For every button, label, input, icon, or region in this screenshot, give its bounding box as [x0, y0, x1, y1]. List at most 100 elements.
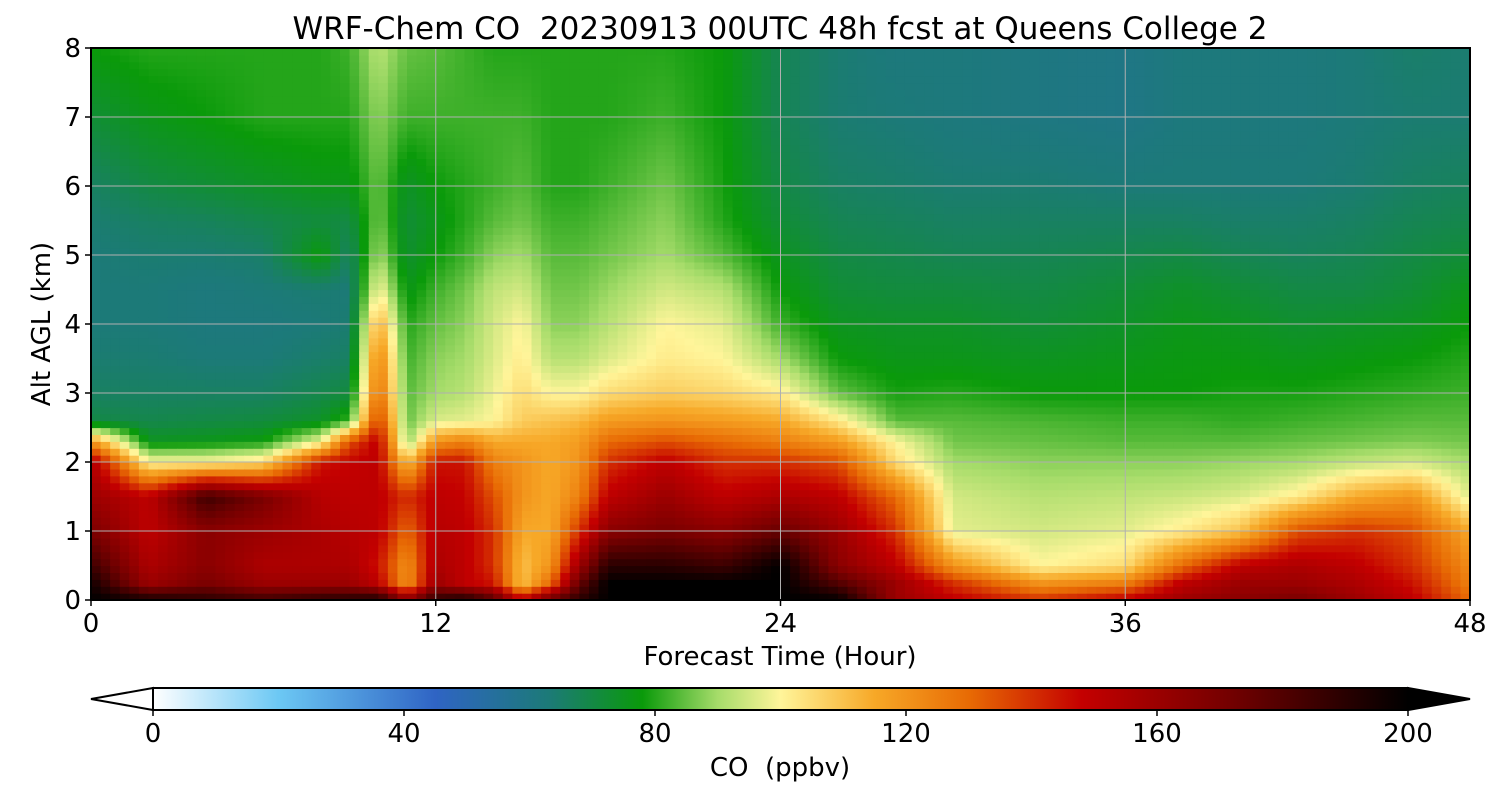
contour-cell: [138, 261, 150, 270]
contour-cell: [445, 61, 456, 70]
contour-cell: [177, 413, 188, 422]
contour-cell: [656, 165, 667, 173]
contour-cell: [502, 324, 513, 332]
contour-cell: [196, 579, 207, 587]
contour-cell: [483, 206, 494, 215]
contour-cell: [665, 579, 676, 587]
contour-cell: [416, 192, 427, 201]
contour-cell: [91, 227, 102, 235]
contour-cell: [167, 282, 178, 291]
contour-cell: [272, 475, 284, 484]
contour-cell: [148, 234, 159, 242]
contour-cell: [521, 448, 533, 456]
contour-cell: [397, 213, 408, 222]
contour-cell: [493, 137, 504, 146]
contour-cell: [359, 482, 370, 491]
contour-cell: [445, 137, 456, 146]
contour-cell: [387, 96, 399, 104]
contour-cell: [158, 75, 169, 84]
contour-cell: [656, 96, 667, 104]
contour-cell: [608, 192, 619, 201]
contour-cell: [454, 130, 466, 139]
contour-cell: [138, 420, 150, 429]
contour-cell: [684, 441, 695, 449]
contour-cell: [225, 68, 236, 77]
contour-cell: [550, 61, 561, 70]
contour-cell: [349, 61, 360, 70]
contour-cell: [148, 296, 159, 304]
contour-cell: [320, 386, 332, 394]
contour-cell: [387, 110, 399, 118]
contour-cell: [569, 151, 580, 159]
contour-cell: [349, 275, 360, 284]
contour-cell: [387, 241, 399, 249]
contour-cell: [569, 337, 580, 346]
contour-cell: [311, 103, 322, 111]
contour-cell: [636, 544, 648, 553]
contour-cell: [464, 144, 475, 153]
contour-cell: [407, 475, 418, 484]
contour-cell: [675, 282, 686, 291]
contour-cell: [186, 448, 197, 456]
contour-cell: [512, 179, 523, 187]
contour-cell: [684, 579, 695, 587]
contour-cell: [205, 372, 217, 380]
contour-cell: [119, 179, 130, 187]
contour-cell: [253, 179, 264, 187]
contour-cell: [110, 372, 121, 380]
contour-cell: [407, 593, 418, 600]
contour-cell: [339, 330, 351, 339]
contour-cell: [349, 96, 360, 104]
contour-cell: [129, 241, 140, 249]
contour-cell: [387, 123, 399, 132]
contour-cell: [359, 386, 370, 394]
contour-cell: [560, 337, 571, 346]
contour-cell: [215, 324, 226, 332]
contour-cell: [569, 510, 580, 518]
contour-cell: [158, 199, 169, 208]
contour-cell: [483, 89, 494, 97]
contour-cell: [225, 379, 236, 387]
contour-cell: [646, 303, 657, 311]
contour-cell: [550, 579, 561, 587]
contour-cell: [148, 462, 159, 470]
contour-cell: [474, 330, 485, 339]
contour-cell: [263, 489, 274, 498]
contour-cell: [531, 192, 542, 201]
contour-cell: [272, 296, 284, 304]
contour-cell: [387, 275, 399, 284]
contour-cell: [359, 462, 370, 470]
contour-cell: [656, 317, 667, 325]
contour-cell: [598, 413, 609, 422]
contour-cell: [225, 372, 236, 380]
contour-cell: [598, 372, 609, 380]
contour-cell: [205, 386, 217, 394]
contour-cell: [474, 117, 485, 125]
contour-cell: [493, 379, 504, 387]
contour-cell: [158, 531, 169, 539]
contour-cell: [148, 241, 159, 249]
contour-cell: [292, 586, 303, 594]
contour-cell: [205, 551, 217, 560]
contour-cell: [407, 206, 418, 215]
contour-cell: [244, 358, 255, 366]
contour-cell: [569, 434, 580, 442]
contour-cell: [521, 503, 533, 511]
contour-cell: [205, 365, 217, 373]
contour-cell: [148, 482, 159, 491]
contour-cell: [656, 510, 667, 518]
contour-cell: [177, 165, 188, 173]
contour-cell: [665, 172, 676, 180]
contour-cell: [675, 475, 686, 484]
contour-cell: [119, 234, 130, 242]
contour-cell: [560, 372, 571, 380]
contour-cell: [579, 289, 590, 297]
contour-cell: [167, 372, 178, 380]
contour-cell: [426, 96, 437, 104]
contour-cell: [119, 427, 130, 435]
contour-cell: [167, 103, 178, 111]
contour-cell: [234, 130, 245, 139]
contour-cell: [91, 399, 102, 408]
contour-cell: [541, 206, 552, 215]
contour-cell: [407, 310, 418, 318]
